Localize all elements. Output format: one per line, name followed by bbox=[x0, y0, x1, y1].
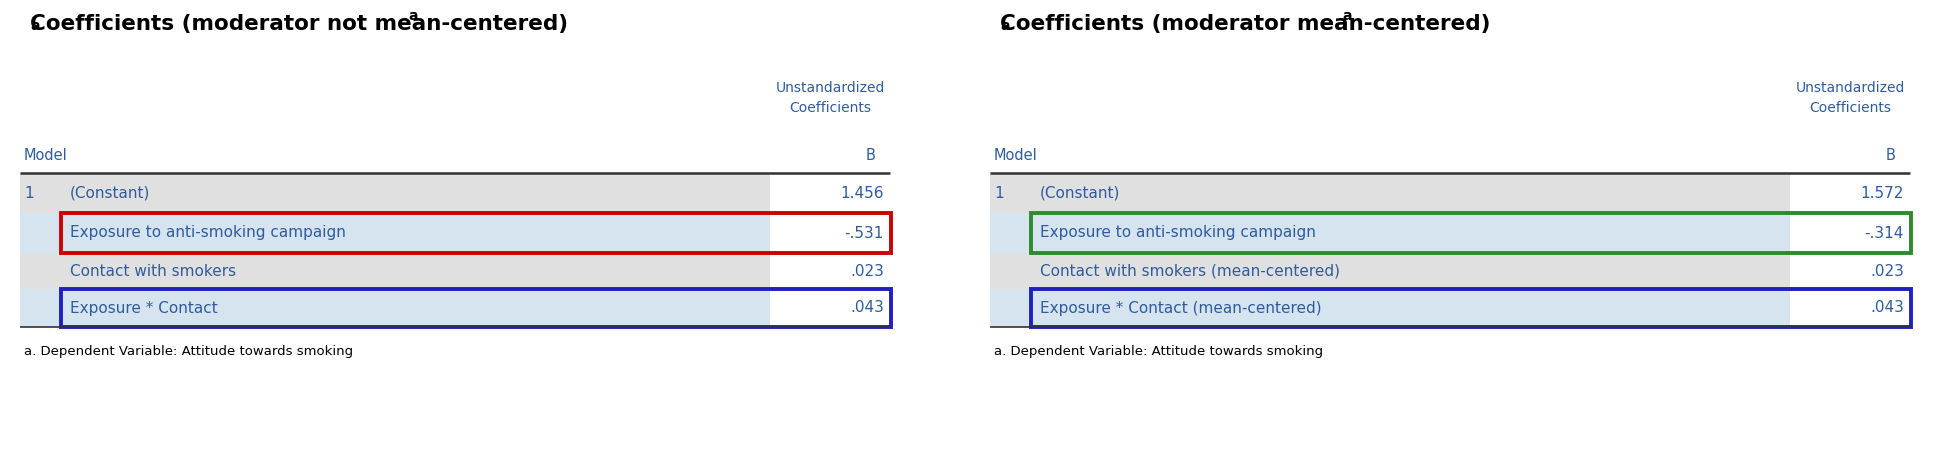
Text: (Constant): (Constant) bbox=[70, 186, 151, 200]
Bar bbox=[770, 173, 890, 213]
Text: -.531: -.531 bbox=[844, 226, 884, 240]
Text: Exposure * Contact: Exposure * Contact bbox=[70, 301, 219, 315]
Text: Exposure * Contact (mean-centered): Exposure * Contact (mean-centered) bbox=[1039, 301, 1322, 315]
Text: a: a bbox=[1343, 9, 1351, 23]
Text: 1: 1 bbox=[23, 186, 33, 200]
Text: 1.572: 1.572 bbox=[1861, 186, 1904, 200]
Text: Coefficients: Coefficients bbox=[789, 101, 871, 115]
Text: a. Dependent Variable: Attitude towards smoking: a. Dependent Variable: Attitude towards … bbox=[995, 345, 1324, 358]
Bar bbox=[19, 253, 770, 289]
Text: Coefficients (moderator not mean-centered): Coefficients (moderator not mean-centere… bbox=[31, 14, 569, 34]
Text: Coefficients: Coefficients bbox=[1809, 101, 1890, 115]
Bar bbox=[1790, 289, 1910, 327]
Bar bbox=[991, 253, 1790, 289]
Text: B: B bbox=[1887, 148, 1896, 162]
Bar bbox=[991, 213, 1790, 253]
Text: .023: .023 bbox=[849, 264, 884, 278]
Bar bbox=[1031, 289, 1912, 327]
Text: Model: Model bbox=[23, 148, 68, 162]
Text: Unstandardized: Unstandardized bbox=[776, 81, 884, 95]
Text: Coefficients (moderator mean-centered): Coefficients (moderator mean-centered) bbox=[1000, 14, 1490, 34]
Text: (Constant): (Constant) bbox=[1039, 186, 1120, 200]
Bar bbox=[1790, 253, 1910, 289]
Text: a: a bbox=[31, 19, 39, 33]
Bar bbox=[19, 289, 770, 327]
Bar bbox=[770, 289, 890, 327]
Text: Exposure to anti-smoking campaign: Exposure to anti-smoking campaign bbox=[70, 226, 346, 240]
Text: Contact with smokers: Contact with smokers bbox=[70, 264, 236, 278]
Bar bbox=[62, 213, 890, 253]
Bar bbox=[770, 213, 890, 253]
Text: .023: .023 bbox=[1869, 264, 1904, 278]
Bar bbox=[1031, 213, 1912, 253]
Text: Exposure to anti-smoking campaign: Exposure to anti-smoking campaign bbox=[1039, 226, 1316, 240]
Text: 1.456: 1.456 bbox=[840, 186, 884, 200]
Text: Model: Model bbox=[995, 148, 1037, 162]
Bar bbox=[19, 213, 770, 253]
Text: 1: 1 bbox=[995, 186, 1004, 200]
Bar bbox=[1790, 213, 1910, 253]
Text: .043: .043 bbox=[1869, 301, 1904, 315]
Bar bbox=[991, 173, 1790, 213]
Bar bbox=[1790, 173, 1910, 213]
Text: Unstandardized: Unstandardized bbox=[1796, 81, 1904, 95]
Text: a: a bbox=[1000, 19, 1010, 33]
Bar bbox=[19, 173, 770, 213]
Text: .043: .043 bbox=[849, 301, 884, 315]
Bar bbox=[62, 289, 890, 327]
Bar bbox=[991, 289, 1790, 327]
Bar bbox=[770, 253, 890, 289]
Text: a. Dependent Variable: Attitude towards smoking: a. Dependent Variable: Attitude towards … bbox=[23, 345, 352, 358]
Text: -.314: -.314 bbox=[1865, 226, 1904, 240]
Text: Contact with smokers (mean-centered): Contact with smokers (mean-centered) bbox=[1039, 264, 1341, 278]
Text: B: B bbox=[865, 148, 877, 162]
Text: a: a bbox=[408, 9, 418, 23]
